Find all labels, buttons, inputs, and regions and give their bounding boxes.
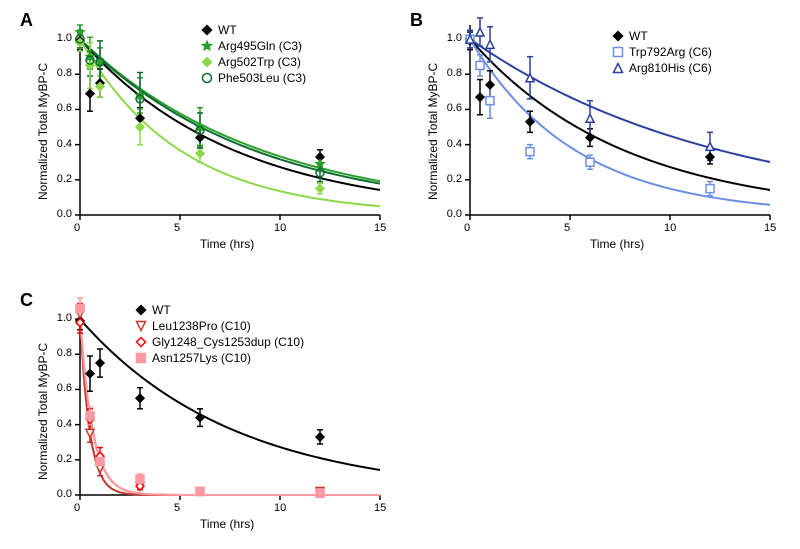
legend-item: Arg810His (C6) <box>611 61 712 75</box>
ytick-label: 0.0 <box>57 488 72 500</box>
legend-text: Asn1257Lys (C10) <box>152 351 251 365</box>
legend-text: WT <box>218 23 237 37</box>
xtick-label: 5 <box>174 222 180 234</box>
legend-text: Leu1238Pro (C10) <box>152 319 251 333</box>
legend-B: WT Trp792Arg (C6) Arg810His (C6) <box>611 29 712 77</box>
legend-item: WT <box>134 303 304 317</box>
x-axis-label: Time (hrs) <box>200 237 254 251</box>
legend-text: Arg495Gln (C3) <box>218 39 302 53</box>
ytick-label: 0.8 <box>57 67 72 79</box>
panel-C: C0510150.00.20.40.60.81.0Normalized Tota… <box>20 290 390 540</box>
legend-item: WT <box>200 23 306 37</box>
y-axis-label: Normalized Total MyBP-C <box>426 63 440 200</box>
panel-A: A0510150.00.20.40.60.81.0Normalized Tota… <box>20 10 390 260</box>
legend-item: WT <box>611 29 712 43</box>
y-axis-label: Normalized Total MyBP-C <box>36 63 50 200</box>
legend-C: WT Leu1238Pro (C10) Gly1248_Cys1253dup (C1… <box>134 303 304 367</box>
legend-text: Phe503Leu (C3) <box>218 71 306 85</box>
ytick-label: 1.0 <box>57 312 72 324</box>
ytick-label: 1.0 <box>447 32 462 44</box>
xtick-label: 15 <box>374 222 386 234</box>
ytick-label: 0.6 <box>447 102 462 114</box>
xtick-label: 0 <box>74 502 80 514</box>
ytick-label: 0.6 <box>57 382 72 394</box>
xtick-label: 10 <box>664 222 676 234</box>
xtick-label: 0 <box>74 222 80 234</box>
legend-item: Arg495Gln (C3) <box>200 39 306 53</box>
ytick-label: 0.4 <box>57 418 72 430</box>
legend-item: Trp792Arg (C6) <box>611 45 712 59</box>
xtick-label: 15 <box>764 222 776 234</box>
xtick-label: 5 <box>564 222 570 234</box>
ytick-label: 0.2 <box>57 173 72 185</box>
ytick-label: 0.2 <box>447 173 462 185</box>
x-axis-label: Time (hrs) <box>200 517 254 531</box>
legend-item: Phe503Leu (C3) <box>200 71 306 85</box>
ytick-label: 0.0 <box>57 208 72 220</box>
xtick-label: 10 <box>274 222 286 234</box>
ytick-label: 0.8 <box>447 67 462 79</box>
xtick-label: 5 <box>174 502 180 514</box>
legend-item: Gly1248_Cys1253dup (C10) <box>134 335 304 349</box>
x-axis-label: Time (hrs) <box>590 237 644 251</box>
ytick-label: 0.8 <box>57 347 72 359</box>
ytick-label: 0.4 <box>447 138 462 150</box>
legend-A: WT Arg495Gln (C3) Arg502Trp (C3) Phe503Leu … <box>200 23 306 87</box>
ytick-label: 1.0 <box>57 32 72 44</box>
ytick-label: 0.0 <box>447 208 462 220</box>
xtick-label: 0 <box>464 222 470 234</box>
ytick-label: 0.6 <box>57 102 72 114</box>
figure-container: A0510150.00.20.40.60.81.0Normalized Tota… <box>0 0 800 549</box>
legend-item: Leu1238Pro (C10) <box>134 319 304 333</box>
legend-text: WT <box>152 303 171 317</box>
legend-item: Arg502Trp (C3) <box>200 55 306 69</box>
legend-text: Trp792Arg (C6) <box>629 45 712 59</box>
xtick-label: 10 <box>274 502 286 514</box>
y-axis-label: Normalized Total MyBP-C <box>36 343 50 480</box>
panel-B: B0510150.00.20.40.60.81.0Normalized Tota… <box>410 10 780 260</box>
legend-text: Gly1248_Cys1253dup (C10) <box>152 335 304 349</box>
legend-text: Arg502Trp (C3) <box>218 55 301 69</box>
legend-text: WT <box>629 29 648 43</box>
legend-item: Asn1257Lys (C10) <box>134 351 304 365</box>
ytick-label: 0.4 <box>57 138 72 150</box>
legend-text: Arg810His (C6) <box>629 61 712 75</box>
xtick-label: 15 <box>374 502 386 514</box>
ytick-label: 0.2 <box>57 453 72 465</box>
